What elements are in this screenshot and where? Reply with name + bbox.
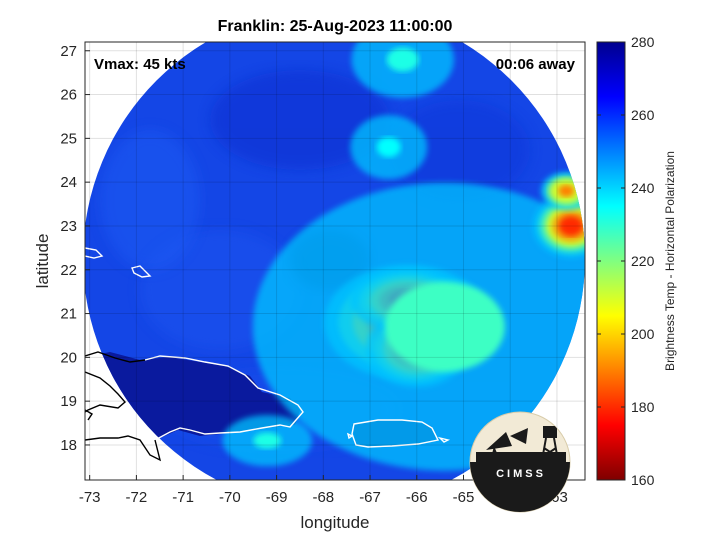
vmax-annotation: Vmax: 45 kts xyxy=(94,56,186,73)
vieques xyxy=(437,436,451,443)
hispaniola-coast-white xyxy=(144,355,304,441)
feature-rainband-east xyxy=(384,281,505,372)
y-tick-label: 27 xyxy=(60,43,77,60)
turks-caicos xyxy=(131,265,152,278)
colorbar-label: Brightness Temp - Horizontal Polarizatio… xyxy=(663,151,677,371)
cimss-logo: CIMSS xyxy=(469,411,571,513)
colorbar-tick-label: 240 xyxy=(631,180,655,196)
x-tick-label: -65 xyxy=(453,489,475,506)
colorbar-tick-label: 260 xyxy=(631,107,655,123)
colorbar-gradient xyxy=(596,41,626,481)
x-tick-label: -71 xyxy=(172,489,194,506)
x-tick-label: -66 xyxy=(406,489,428,506)
coastlines xyxy=(85,247,451,462)
feature-north-cell-2 xyxy=(376,137,401,158)
x-axis-label: longitude xyxy=(300,513,369,532)
y-axis: 18 19 20 21 22 23 24 25 26 27 xyxy=(60,43,90,454)
x-tick-label: -67 xyxy=(359,489,381,506)
y-tick-label: 19 xyxy=(60,393,77,410)
colorbar-ticks: 160 180 200 220 240 260 280 xyxy=(597,34,655,488)
y-tick-label: 25 xyxy=(60,130,77,147)
x-tick-label: -70 xyxy=(219,489,241,506)
y-tick-label: 18 xyxy=(60,437,77,454)
colorbar-tick-label: 200 xyxy=(631,326,655,342)
colorbar-tick-label: 280 xyxy=(631,34,655,50)
feature-hispaniola-cell xyxy=(253,432,282,449)
feature-east-edge xyxy=(558,215,583,236)
y-tick-label: 20 xyxy=(60,349,77,366)
cuba-tip xyxy=(85,409,93,421)
grid xyxy=(85,42,585,480)
x-tick-label: -72 xyxy=(126,489,148,506)
logo-text: CIMSS xyxy=(496,468,546,480)
y-tick-label: 24 xyxy=(60,174,77,191)
colorbar: 160 180 200 220 240 260 280 Brightness Temp - … xyxy=(596,34,677,488)
colorbar-tick-label: 180 xyxy=(631,399,655,415)
y-tick-label: 23 xyxy=(60,218,77,235)
hispaniola-coast-black xyxy=(85,351,162,462)
convective-features xyxy=(222,42,585,471)
y-tick-label: 22 xyxy=(60,262,77,279)
mona-islet xyxy=(346,432,354,440)
feature-east-edge-north xyxy=(558,184,575,197)
y-tick-label: 21 xyxy=(60,306,77,323)
y-axis-label: latitude xyxy=(33,234,52,289)
x-tick-label: -73 xyxy=(79,489,101,506)
haiti-west-black xyxy=(85,371,126,413)
colorbar-tick-label: 220 xyxy=(631,253,655,269)
feature-north-cell xyxy=(386,47,419,72)
feature-layer xyxy=(222,42,585,471)
axes-frame xyxy=(84,41,586,481)
chart-title: Franklin: 25-Aug-2023 11:00:00 xyxy=(218,18,453,35)
puerto-rico-coast xyxy=(351,419,440,448)
x-tick-label: -69 xyxy=(266,489,288,506)
colorbar-tick-label: 160 xyxy=(631,472,655,488)
time-away-annotation: 00:06 away xyxy=(496,56,576,73)
x-tick-label: -68 xyxy=(312,489,334,506)
y-tick-label: 26 xyxy=(60,87,77,104)
inagua-islet xyxy=(85,247,104,259)
